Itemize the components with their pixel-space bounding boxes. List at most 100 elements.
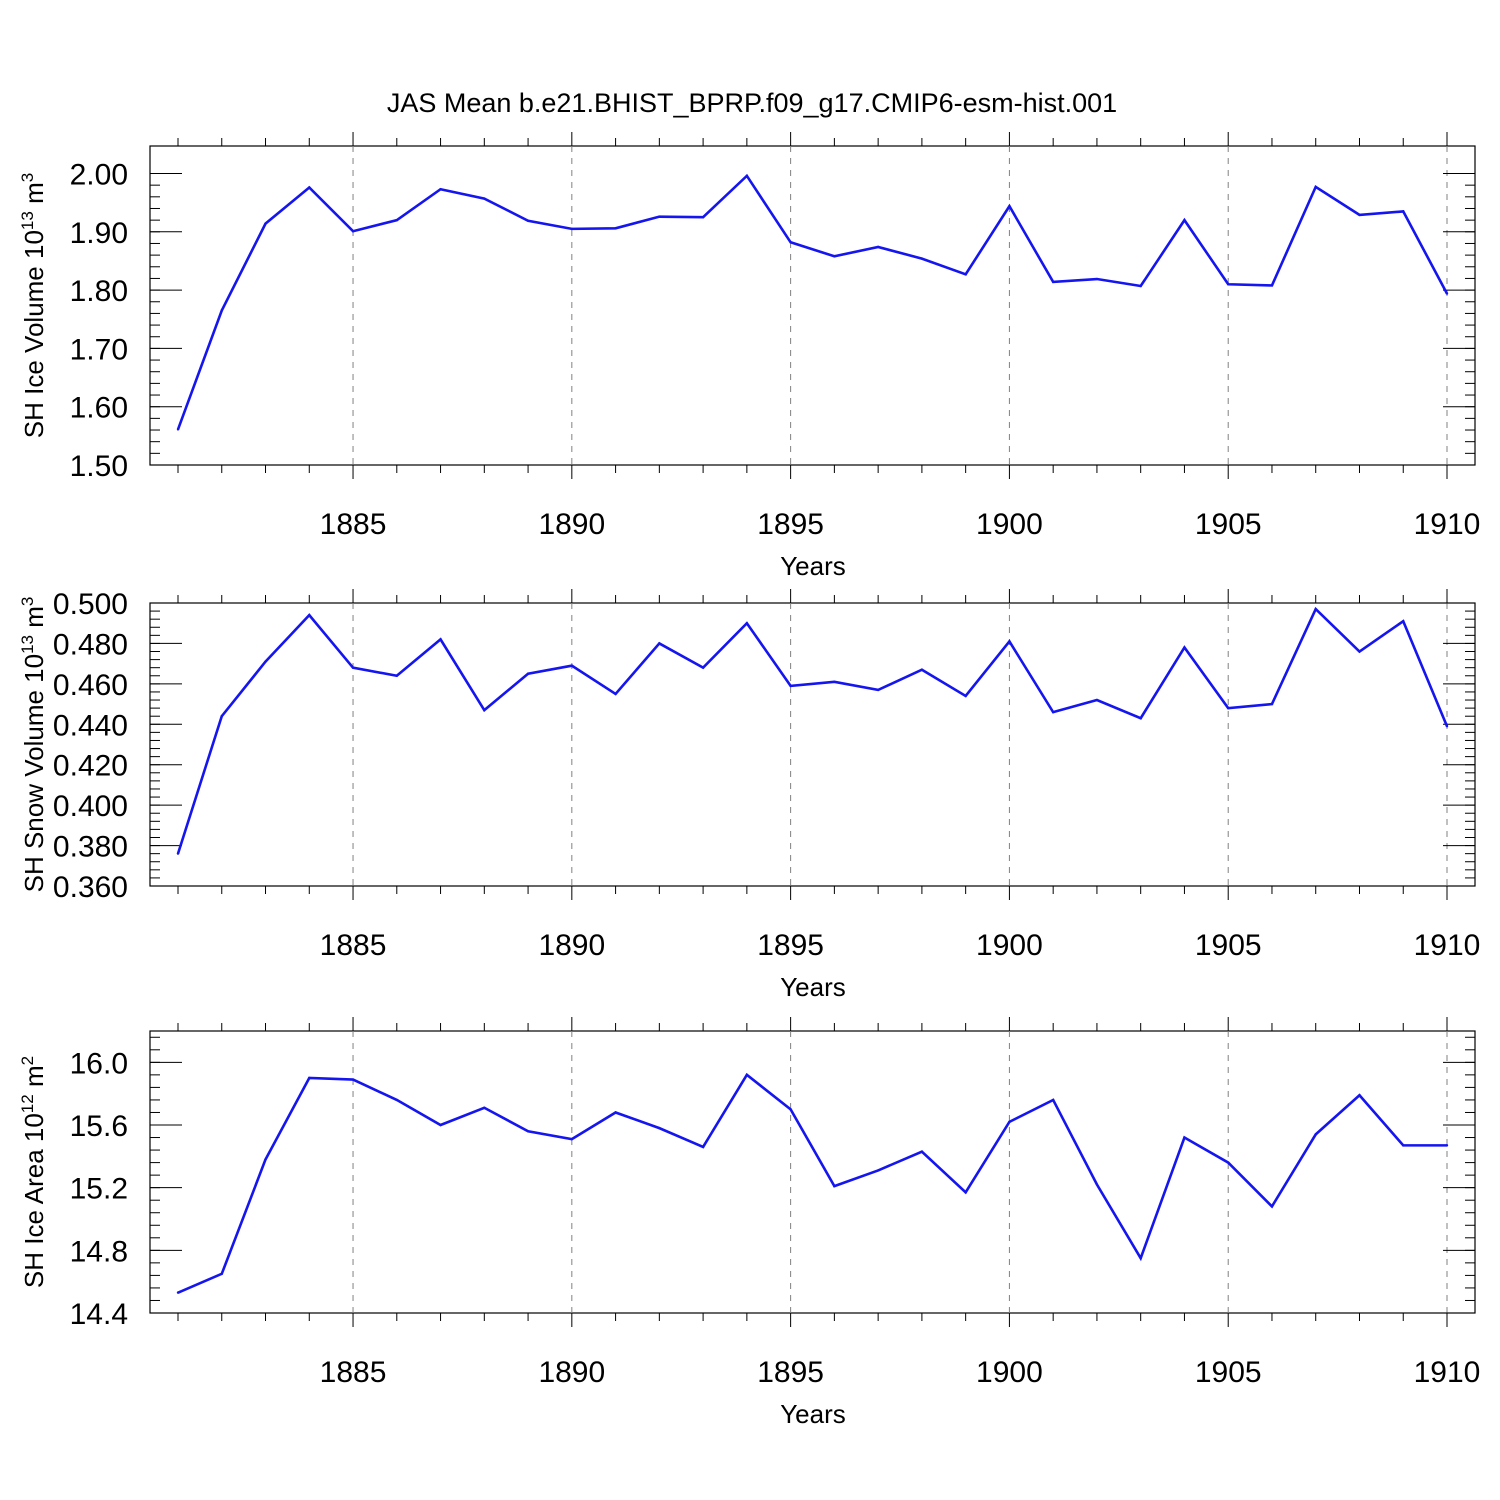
y-tick-label: 2.00	[70, 159, 128, 192]
series-line	[176, 173, 1449, 430]
data-point	[1227, 283, 1230, 286]
data-point	[701, 216, 705, 219]
y-axis-title: SH Ice Area 1012 m2	[18, 1056, 49, 1288]
x-tick-label: 1900	[976, 508, 1043, 541]
y-tick-label: 0.380	[53, 831, 128, 864]
y-tick-label: 0.440	[53, 709, 128, 742]
x-tick-label: 1900	[976, 929, 1043, 962]
y-tick-label: 15.6	[70, 1110, 128, 1143]
data-point	[1270, 702, 1274, 706]
data-point	[220, 309, 223, 312]
data-point	[1270, 1205, 1274, 1208]
data-point	[570, 227, 574, 231]
x-axis-title: Years	[780, 1399, 846, 1429]
data-point	[526, 672, 530, 675]
y-tick-label: 1.70	[70, 333, 128, 366]
y-axis-title-exponent: 12	[18, 1094, 37, 1113]
data-point	[614, 1111, 617, 1114]
data-point	[1445, 1144, 1449, 1147]
data-point	[439, 188, 442, 191]
data-point	[964, 1191, 967, 1194]
x-tick-label: 1890	[538, 929, 605, 962]
data-point	[1402, 619, 1405, 623]
data-point	[570, 664, 574, 667]
x-tick-label: 1885	[320, 1356, 387, 1389]
data-point	[1095, 1183, 1099, 1186]
data-point	[1095, 277, 1099, 281]
data-point	[526, 1130, 530, 1133]
data-point	[876, 245, 880, 249]
data-point	[176, 1291, 180, 1294]
data-point	[1227, 1161, 1230, 1164]
plot-frame	[149, 602, 1476, 887]
data-point	[1402, 210, 1405, 213]
x-tick-label: 1905	[1195, 1356, 1262, 1389]
data-point	[395, 1098, 398, 1102]
y-tick-label: 0.460	[53, 669, 128, 702]
data-point	[1051, 1098, 1055, 1102]
data-point	[570, 1137, 574, 1141]
y-axis-title-unit-exponent: 3	[18, 597, 37, 606]
data-point	[1183, 1136, 1186, 1139]
x-tick-label: 1895	[757, 1356, 824, 1389]
data-point	[395, 218, 398, 222]
data-point	[220, 715, 223, 718]
data-point	[308, 1076, 311, 1080]
data-point	[1402, 1144, 1405, 1147]
data-point	[876, 688, 880, 692]
x-axis-title: Years	[780, 551, 846, 581]
y-tick-label: 0.500	[53, 588, 128, 621]
data-point	[833, 255, 836, 258]
y-axis-title: SH Ice Volume 1013 m3	[18, 173, 49, 438]
data-point	[1445, 725, 1449, 728]
data-point	[964, 273, 967, 276]
y-axis-title-text: SH Ice Volume 10	[19, 230, 49, 438]
data-point	[658, 642, 661, 645]
y-tick-label: 0.400	[53, 790, 128, 823]
y-axis-title-unit-exponent: 2	[18, 1056, 37, 1065]
y-axis-title-unit: m	[19, 1065, 49, 1094]
x-tick-label: 1910	[1414, 929, 1481, 962]
data-point	[1139, 1256, 1142, 1260]
series-line	[176, 606, 1449, 855]
x-tick-label: 1885	[320, 929, 387, 962]
data-point	[614, 692, 617, 696]
data-point	[964, 694, 967, 698]
data-point	[351, 1078, 355, 1081]
x-tick-label: 1910	[1414, 1356, 1481, 1389]
x-tick-label: 1905	[1195, 508, 1262, 541]
figure-title: JAS Mean b.e21.BHIST_BPRP.f09_g17.CMIP6-…	[387, 88, 1117, 118]
data-point	[264, 222, 267, 225]
y-axis-title-unit: m	[19, 606, 49, 635]
data-point	[351, 230, 355, 233]
data-point	[483, 1106, 486, 1109]
data-point	[264, 660, 267, 663]
x-tick-label: 1910	[1414, 508, 1481, 541]
y-tick-label: 14.4	[70, 1298, 128, 1331]
data-point	[1051, 280, 1055, 284]
data-point	[1314, 1133, 1317, 1136]
y-axis-title-unit: m	[19, 182, 49, 211]
data-point	[351, 666, 355, 669]
y-tick-label: 14.8	[70, 1235, 128, 1268]
data-point	[1314, 607, 1317, 611]
data-point	[614, 227, 617, 230]
data-point	[220, 1272, 223, 1276]
data-point	[526, 219, 530, 222]
data-point	[1139, 284, 1142, 288]
data-point	[789, 241, 792, 244]
y-axis-title-unit-exponent: 3	[18, 173, 37, 182]
data-point	[920, 1150, 924, 1153]
data-point	[658, 215, 661, 218]
plot-frame	[149, 145, 1476, 466]
y-axis-title-text: SH Snow Volume 10	[19, 654, 49, 892]
data-point	[176, 428, 180, 431]
data-point	[1008, 1120, 1011, 1124]
data-point	[483, 197, 486, 200]
y-axis-title-exponent: 13	[18, 211, 37, 230]
data-point	[1314, 185, 1317, 189]
data-point	[308, 186, 311, 189]
plot-frame	[149, 1030, 1476, 1314]
x-tick-label: 1905	[1195, 929, 1262, 962]
